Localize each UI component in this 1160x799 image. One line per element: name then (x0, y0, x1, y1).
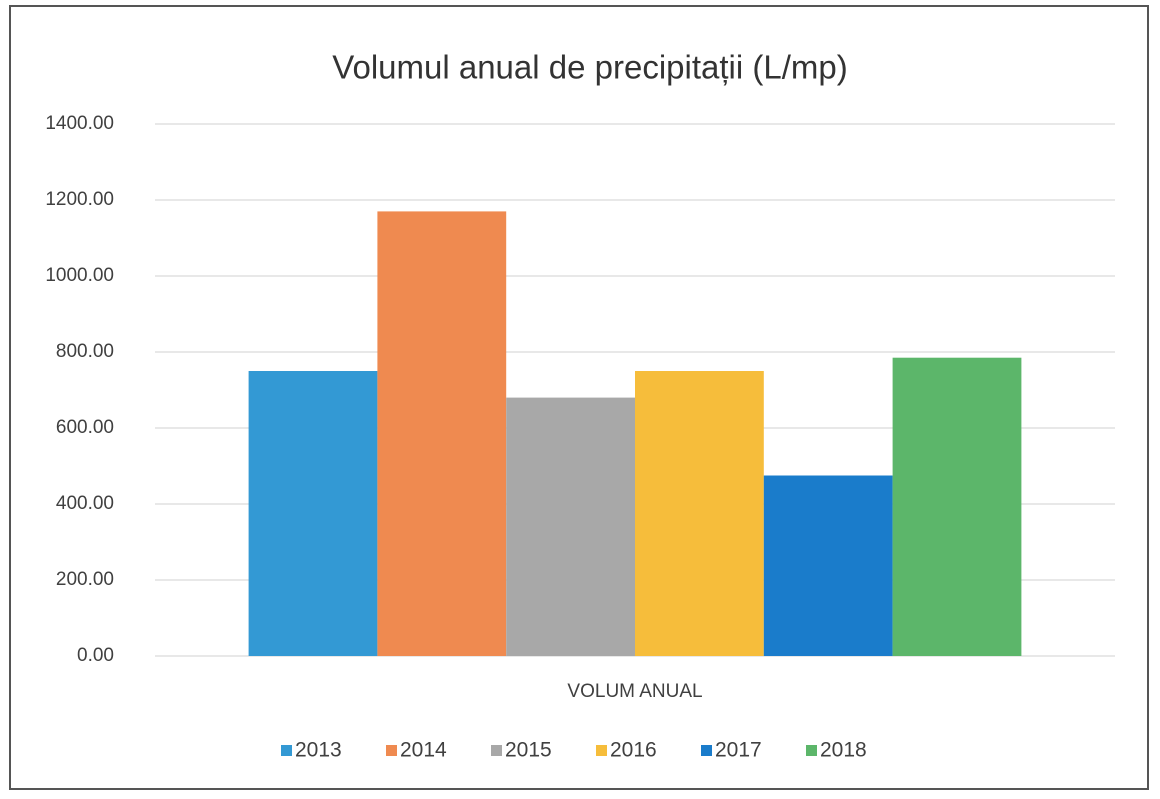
x-tick-label: VOLUM ANUAL (567, 681, 702, 702)
legend-label: 2016 (610, 739, 657, 762)
y-tick-label: 1400.00 (45, 113, 114, 134)
legend-swatch (386, 745, 397, 756)
legend-swatch (596, 745, 607, 756)
y-tick-label: 800.00 (56, 341, 114, 362)
legend-swatch (281, 745, 292, 756)
bar (763, 475, 893, 656)
bar (892, 357, 1022, 656)
chart-title: Volumul anual de precipitații (L/mp) (332, 49, 847, 86)
y-tick-label: 1200.00 (45, 189, 114, 210)
bar (635, 371, 764, 656)
y-tick-label: 400.00 (56, 493, 114, 514)
legend-label: 2018 (820, 739, 867, 762)
legend-swatch (491, 745, 502, 756)
y-tick-label: 0.00 (77, 645, 114, 666)
y-tick-label: 200.00 (56, 569, 114, 590)
y-tick-label: 600.00 (56, 417, 114, 438)
legend-label: 2014 (400, 739, 447, 762)
legend-label: 2015 (505, 739, 552, 762)
legend-swatch (701, 745, 712, 756)
bar (506, 397, 635, 656)
bar (248, 371, 378, 656)
legend-label: 2017 (715, 739, 762, 762)
bar (377, 211, 507, 656)
legend-swatch (806, 745, 817, 756)
legend-label: 2013 (295, 739, 342, 762)
y-tick-label: 1000.00 (45, 265, 114, 286)
